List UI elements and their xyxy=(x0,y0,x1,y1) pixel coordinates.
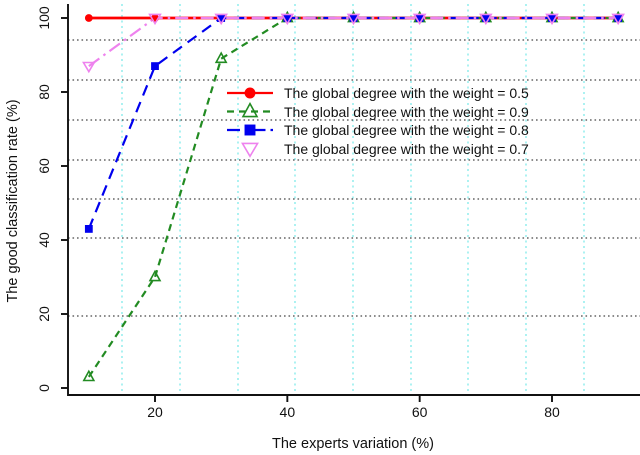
marker-square xyxy=(217,14,226,22)
marker-circle xyxy=(84,14,93,22)
marker-triangle-down xyxy=(82,61,96,74)
marker-triangle-down xyxy=(479,13,493,26)
marker-triangle-down xyxy=(241,142,259,158)
marker-triangle-down xyxy=(148,13,162,26)
marker-triangle-down xyxy=(214,13,228,26)
y-tick-label: 20 xyxy=(36,306,52,322)
legend-label: The global degree with the weight = 0.7 xyxy=(284,140,529,157)
marker-square xyxy=(349,14,358,22)
marker-triangle-down xyxy=(346,13,361,26)
marker-triangle-up xyxy=(214,51,228,64)
x-axis-title: The experts variation (%) xyxy=(272,436,434,452)
y-tick-label: 60 xyxy=(36,158,52,174)
marker-triangle-down xyxy=(611,13,625,26)
marker-square xyxy=(614,14,623,22)
marker-triangle-up xyxy=(82,369,96,382)
marker-triangle-down xyxy=(412,13,427,26)
marker-square xyxy=(84,225,93,233)
legend-label: The global degree with the weight = 0.5 xyxy=(284,85,529,101)
marker-circle xyxy=(244,87,256,99)
axes xyxy=(67,4,640,396)
y-axis-title: The good classification rate (%) xyxy=(5,99,21,303)
y-tick-label: 80 xyxy=(36,84,52,100)
y-tick-label: 100 xyxy=(36,6,52,30)
marker-triangle-up xyxy=(148,269,162,282)
x-tick-label: 20 xyxy=(147,404,163,420)
marker-square xyxy=(151,62,159,70)
marker-triangle-up xyxy=(241,101,259,118)
marker-triangle-down xyxy=(280,13,295,26)
x-tick-label: 80 xyxy=(544,404,560,420)
y-tick-label: 40 xyxy=(36,232,52,248)
marker-square xyxy=(415,14,424,22)
marker-square xyxy=(481,14,490,22)
series-line xyxy=(87,16,619,378)
x-tick-label: 40 xyxy=(279,404,296,420)
marker-square xyxy=(283,14,292,22)
x-tick-label: 60 xyxy=(411,404,428,420)
y-tick-label: 0 xyxy=(36,384,52,392)
legend-label: The global degree with the weight = 0.9 xyxy=(284,103,529,120)
marker-square xyxy=(548,14,556,22)
series-line xyxy=(87,16,619,230)
legend-label: The global degree with the weight = 0.8 xyxy=(284,122,529,138)
marker-triangle-down xyxy=(545,13,559,26)
series-line xyxy=(88,16,619,67)
marker-square xyxy=(244,124,256,136)
